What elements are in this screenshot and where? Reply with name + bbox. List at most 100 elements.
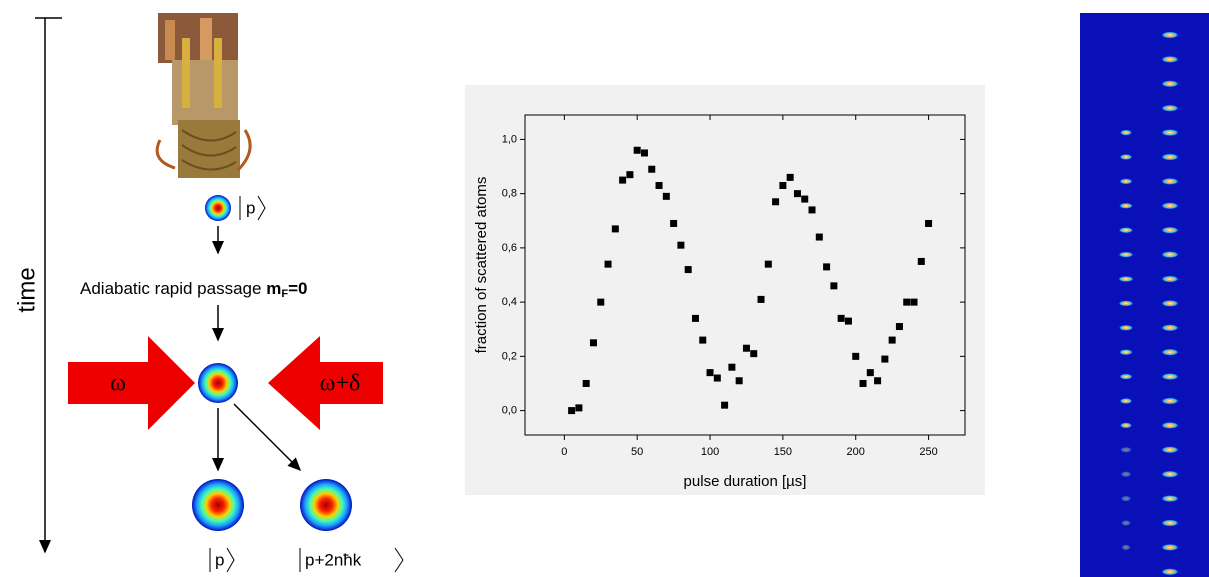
point: [575, 404, 583, 412]
spot: [1118, 251, 1134, 258]
spot: [1118, 202, 1134, 209]
spot: [1121, 544, 1131, 551]
point: [859, 379, 867, 387]
point: [728, 363, 736, 371]
spot: [1119, 154, 1133, 160]
y-tick-label: 0,8: [502, 188, 517, 200]
point: [670, 219, 678, 227]
spots: [1118, 31, 1179, 576]
point: [815, 233, 823, 241]
point: [619, 176, 627, 184]
point: [713, 374, 721, 382]
point: [684, 266, 692, 274]
spot: [1161, 226, 1179, 234]
x-tick-label: 200: [847, 446, 865, 458]
point: [677, 241, 685, 249]
point: [837, 314, 845, 322]
spot: [1118, 300, 1134, 307]
x-axis-label: pulse duration [µs]: [684, 473, 807, 490]
apparatus-photo: [155, 13, 252, 178]
ket-bracket: [394, 547, 404, 573]
spot: [1118, 276, 1134, 282]
point: [808, 206, 816, 214]
point: [699, 336, 707, 344]
spot: [1161, 446, 1179, 454]
passage-subscript: F: [281, 288, 288, 300]
spot: [1161, 55, 1179, 63]
spot: [1161, 495, 1179, 503]
spot: [1161, 202, 1179, 210]
point: [888, 336, 896, 344]
point: [786, 173, 794, 181]
x-tick-label: 50: [631, 446, 643, 458]
arrow: [233, 403, 302, 472]
spot: [1161, 31, 1179, 39]
point: [750, 350, 758, 358]
atom-cloud: [198, 363, 238, 403]
spot: [1161, 519, 1179, 527]
spot: [1120, 446, 1132, 453]
point: [830, 282, 838, 290]
x-tick-label: 100: [701, 446, 719, 458]
spot: [1118, 324, 1134, 331]
spot: [1118, 349, 1134, 356]
spot: [1161, 421, 1179, 429]
spot: [1161, 129, 1179, 137]
ket-bracket: [226, 547, 235, 573]
point: [568, 407, 576, 415]
spot: [1161, 299, 1179, 307]
spot: [1161, 80, 1179, 88]
spot: [1161, 153, 1179, 161]
spot: [1120, 495, 1132, 502]
point: [648, 165, 656, 173]
spot: [1161, 251, 1179, 259]
point: [640, 149, 648, 157]
y-tick-label: 0,4: [502, 296, 517, 308]
point: [589, 339, 597, 347]
left-beam: [68, 336, 195, 430]
x-tick-label: 250: [919, 446, 937, 458]
x-tick-label: 0: [561, 446, 567, 458]
spot: [1120, 471, 1132, 478]
spot: [1161, 397, 1179, 405]
point: [881, 355, 889, 363]
right-beam: [268, 336, 383, 430]
point: [662, 192, 670, 200]
y-tick-label: 0,0: [502, 404, 517, 416]
spot: [1161, 373, 1179, 381]
passage-value: =0: [288, 279, 307, 298]
spot: [1161, 348, 1179, 356]
point: [874, 377, 882, 385]
point: [626, 171, 634, 179]
point: [582, 379, 590, 387]
point: [633, 146, 641, 154]
point: [655, 182, 663, 190]
y-axis-label: fraction of scattered atoms: [473, 177, 490, 354]
y-tick-label: 0,6: [502, 242, 517, 254]
point: [691, 314, 699, 322]
spot: [1119, 422, 1133, 429]
ket-bracket: [257, 195, 266, 221]
point: [801, 195, 809, 203]
plot-frame: [524, 114, 966, 436]
point: [611, 225, 619, 233]
right-beam-label: ω+δ: [320, 371, 361, 397]
point: [706, 369, 714, 377]
spot: [1119, 398, 1133, 404]
spot: [1161, 470, 1179, 478]
x-tick-label: 150: [774, 446, 792, 458]
y-tick-label: 0,2: [502, 350, 517, 362]
point: [903, 298, 911, 306]
point: [764, 260, 772, 268]
spot: [1119, 129, 1133, 136]
point: [742, 344, 750, 352]
point: [910, 298, 918, 306]
point: [757, 295, 765, 303]
point: [866, 369, 874, 377]
y-tick-label: 1,0: [502, 133, 517, 145]
chart: 0 50 100 150 200 250 0,0 0,2 0,4 0,6 0,8 1,0: [502, 115, 965, 458]
spot: [1119, 373, 1133, 380]
point: [604, 260, 612, 268]
point: [917, 257, 925, 265]
